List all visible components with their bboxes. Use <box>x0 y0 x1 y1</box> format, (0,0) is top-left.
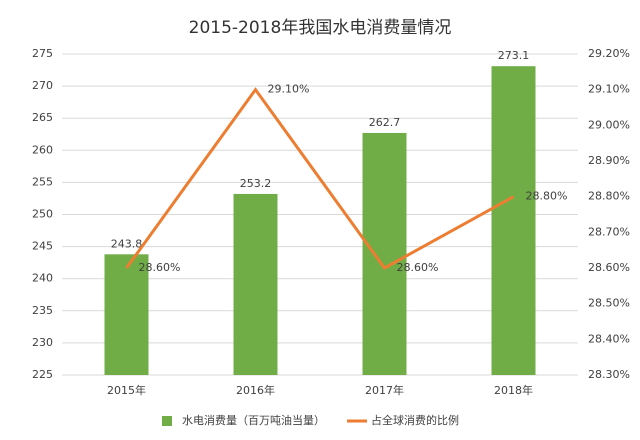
y-tick-label: 240 <box>32 272 53 285</box>
y2-tick-label: 28.70% <box>588 225 630 238</box>
y-tick-label: 265 <box>32 111 53 124</box>
x-tick-label: 2017年 <box>365 383 404 397</box>
y-tick-label: 255 <box>32 175 53 188</box>
x-tick-label: 2018年 <box>494 383 533 397</box>
x-tick-label: 2016年 <box>236 383 275 397</box>
y-tick-label: 260 <box>32 143 53 156</box>
legend-label: 占全球消费的比例 <box>371 413 459 427</box>
line-value-label: 29.10% <box>268 83 310 96</box>
y-tick-label: 235 <box>32 304 53 317</box>
legend-swatch <box>162 416 172 426</box>
y-tick-label: 250 <box>32 208 53 221</box>
y2-tick-label: 28.60% <box>588 261 630 274</box>
legend-label: 水电消费量（百万吨油当量） <box>182 413 325 427</box>
line-value-label: 28.60% <box>397 261 439 274</box>
y2-tick-label: 28.40% <box>588 332 630 345</box>
y-tick-label: 245 <box>32 240 53 253</box>
y2-tick-label: 29.20% <box>588 47 630 60</box>
x-tick-label: 2015年 <box>107 383 146 397</box>
y2-tick-label: 29.00% <box>588 118 630 131</box>
bar <box>233 193 278 375</box>
bar-value-label: 253.2 <box>240 177 272 190</box>
line-value-label: 28.80% <box>526 190 568 203</box>
bar-value-label: 243.8 <box>111 237 143 250</box>
bar-value-label: 273.1 <box>498 49 530 62</box>
y2-tick-label: 28.80% <box>588 190 630 203</box>
y-tick-label: 225 <box>32 368 53 381</box>
y2-tick-label: 28.50% <box>588 297 630 310</box>
bar <box>362 132 407 375</box>
y2-tick-label: 28.90% <box>588 154 630 167</box>
bar <box>491 66 536 375</box>
line-value-label: 28.60% <box>139 261 181 274</box>
y-tick-label: 270 <box>32 79 53 92</box>
y2-tick-label: 29.10% <box>588 83 630 96</box>
bar-value-label: 262.7 <box>369 116 401 129</box>
y-tick-label: 230 <box>32 336 53 349</box>
line <box>125 87 515 270</box>
chart-title: 2015-2018年我国水电消费量情况 <box>189 18 452 38</box>
bar <box>104 254 149 375</box>
y-tick-label: 275 <box>32 47 53 60</box>
y2-tick-label: 28.30% <box>588 368 630 381</box>
